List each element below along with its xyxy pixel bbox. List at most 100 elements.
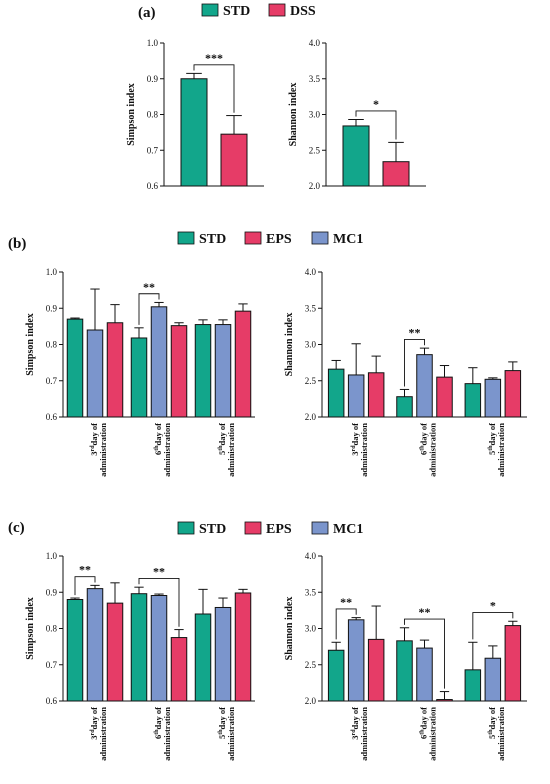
error-bar <box>238 588 248 593</box>
bar-mc1 <box>484 657 502 702</box>
error-bar <box>331 359 341 370</box>
bar-eps <box>436 376 453 418</box>
significance-label: ** <box>419 605 431 619</box>
error-bar <box>419 639 430 649</box>
y-tick-label: 3.0 <box>309 110 321 120</box>
bar-dss <box>382 161 410 187</box>
bar-eps <box>367 372 385 418</box>
y-tick-label: 3.5 <box>305 587 317 597</box>
y-tick-label: 4.0 <box>305 267 317 277</box>
x-category-label: 5thday ofadministration <box>217 707 236 761</box>
chart-b-shannon: 2.0 2.5 3.0 3.5 4.0 Shannon index 3rdday ofadm… <box>284 267 527 477</box>
bar-std <box>396 640 413 702</box>
y-tick-label: 0.7 <box>147 145 159 155</box>
x-category-label: 6thday ofadministration <box>153 423 172 477</box>
legend-label: STD <box>199 232 226 247</box>
chart-a-shannon: 2.0 2.5 3.0 3.5 4.0 Shannon index * <box>288 38 426 191</box>
error-bar <box>134 586 144 594</box>
legend-swatch <box>244 521 262 535</box>
error-bar <box>508 361 518 371</box>
y-tick-label: 0.9 <box>147 74 159 84</box>
error-bar <box>351 617 361 620</box>
bar-std <box>130 337 148 418</box>
y-axis-title: Simpson index <box>25 597 36 660</box>
legend-item-mc1: MC1 <box>311 231 363 247</box>
error-bar <box>70 317 80 320</box>
legend-label: STD <box>199 522 226 537</box>
y-tick-label: 0.6 <box>147 181 159 191</box>
bar-eps <box>504 370 522 418</box>
bar-eps <box>436 699 453 702</box>
x-category-label: 5thday ofadministration <box>217 423 236 477</box>
significance-label: ** <box>153 564 165 578</box>
significance-label: ** <box>409 325 421 339</box>
bar-eps <box>170 325 188 418</box>
y-tick-label: 4.0 <box>309 38 321 48</box>
x-category-label: 5thday ofadministration <box>487 707 506 761</box>
y-tick-label: 4.0 <box>305 551 317 561</box>
bar-std <box>194 613 212 702</box>
bar-mc1 <box>214 324 232 418</box>
bar-mc1 <box>416 354 433 418</box>
bar-mc1 <box>214 606 232 702</box>
error-bar <box>488 645 498 659</box>
y-tick-label: 2.0 <box>309 181 321 191</box>
error-bar <box>198 319 208 325</box>
error-bar <box>399 627 410 641</box>
significance-bracket: ** <box>404 325 425 387</box>
bar-std <box>66 599 84 702</box>
y-axis-title: Shannon index <box>284 313 295 377</box>
legend-label: STD <box>223 4 250 19</box>
legend-label: MC1 <box>333 232 363 247</box>
y-tick-label: 2.0 <box>305 696 317 706</box>
error-bar <box>218 319 228 325</box>
y-axis-title: Simpson index <box>126 83 137 146</box>
x-category-label: 6thday ofadministration <box>419 707 438 761</box>
legend-swatch <box>311 231 329 245</box>
bar-eps <box>504 625 522 702</box>
error-bar <box>419 347 430 355</box>
legend-label: MC1 <box>333 522 363 537</box>
bar-std <box>342 125 370 187</box>
error-bar <box>154 301 164 307</box>
y-tick-label: 2.5 <box>309 145 321 155</box>
y-tick-label: 2.0 <box>305 412 317 422</box>
y-tick-label: 0.8 <box>147 110 159 120</box>
significance-bracket: * <box>472 599 514 640</box>
bar-std <box>327 649 345 702</box>
bar-mc1 <box>347 374 365 418</box>
error-bar <box>399 388 410 397</box>
panel-label-c: (c) <box>8 520 25 536</box>
bar-mc1 <box>86 329 104 418</box>
legend-swatch <box>311 521 329 535</box>
error-bar <box>90 288 100 330</box>
x-category-label: 3rdday ofadministration <box>89 707 108 761</box>
bar-mc1 <box>86 588 104 702</box>
significance-bracket: ** <box>404 605 445 689</box>
bar-eps <box>234 592 252 702</box>
significance-bracket: ** <box>138 280 160 325</box>
legend-swatch <box>244 231 262 245</box>
error-bar <box>331 641 341 651</box>
y-tick-label: 0.6 <box>46 696 58 706</box>
y-tick-label: 3.5 <box>305 303 317 313</box>
bar-eps <box>106 602 124 702</box>
panel-label-b: (b) <box>8 236 26 252</box>
y-tick-label: 2.5 <box>305 376 317 386</box>
significance-label: *** <box>205 51 223 65</box>
error-bar <box>468 641 478 670</box>
x-category-label: 3rdday ofadministration <box>350 423 369 477</box>
chart-c-shannon: 2.0 2.5 3.0 3.5 4.0 Shannon index 3rdday ofadm… <box>284 551 527 761</box>
error-bar <box>110 304 120 323</box>
bar-eps <box>234 310 252 418</box>
legend-item-dss: DSS <box>268 3 316 19</box>
error-bar <box>218 597 228 608</box>
panel-label-a: (a) <box>138 5 156 21</box>
legend-label: DSS <box>290 4 316 19</box>
bar-std <box>180 78 208 187</box>
chart-a-simpson: 0.6 0.7 0.8 0.9 1.0 Simpson index *** <box>126 38 264 191</box>
bar-mc1 <box>484 378 502 418</box>
significance-bracket: ** <box>335 595 357 640</box>
legend-label: EPS <box>266 232 292 247</box>
